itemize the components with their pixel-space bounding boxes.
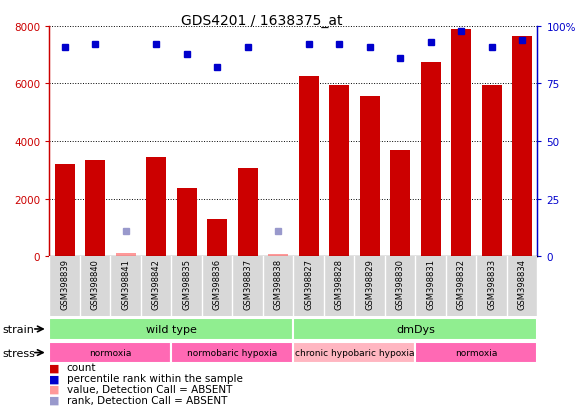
Text: chronic hypobaric hypoxia: chronic hypobaric hypoxia: [295, 348, 414, 357]
Text: normoxia: normoxia: [89, 348, 131, 357]
Text: strain: strain: [3, 324, 35, 334]
Text: GSM398829: GSM398829: [365, 258, 374, 309]
Text: GSM398839: GSM398839: [60, 258, 69, 309]
Bar: [177, 188, 196, 256]
Bar: [85, 160, 105, 256]
Bar: [268, 254, 288, 256]
Bar: [49, 318, 293, 340]
Text: GSM398836: GSM398836: [213, 258, 221, 309]
Text: GSM398833: GSM398833: [487, 258, 496, 309]
Text: GSM398831: GSM398831: [426, 258, 435, 309]
Text: GSM398837: GSM398837: [243, 258, 252, 309]
Bar: [299, 77, 318, 256]
Text: dmDys: dmDys: [396, 324, 435, 334]
Bar: [293, 342, 415, 363]
Text: ■: ■: [49, 373, 60, 383]
Text: GDS4201 / 1638375_at: GDS4201 / 1638375_at: [181, 14, 342, 28]
Bar: [482, 85, 501, 256]
Text: stress: stress: [3, 348, 36, 358]
Text: GSM398828: GSM398828: [335, 258, 343, 309]
Bar: [55, 165, 74, 256]
Bar: [207, 220, 227, 256]
Bar: [171, 342, 293, 363]
Text: ■: ■: [49, 395, 60, 405]
Text: ■: ■: [49, 384, 60, 394]
Bar: [238, 169, 257, 256]
Bar: [415, 342, 537, 363]
Text: count: count: [67, 363, 96, 373]
Bar: [421, 63, 440, 256]
Text: GSM398827: GSM398827: [304, 258, 313, 309]
Text: GSM398842: GSM398842: [152, 258, 160, 309]
Bar: [512, 37, 532, 256]
Text: GSM398830: GSM398830: [396, 258, 404, 309]
Text: GSM398832: GSM398832: [457, 258, 465, 309]
Text: value, Detection Call = ABSENT: value, Detection Call = ABSENT: [67, 384, 232, 394]
Text: GSM398838: GSM398838: [274, 258, 282, 309]
Text: percentile rank within the sample: percentile rank within the sample: [67, 373, 243, 383]
Bar: [49, 342, 171, 363]
Text: GSM398840: GSM398840: [91, 258, 99, 309]
Bar: [390, 150, 410, 256]
Bar: [329, 85, 349, 256]
Bar: [116, 254, 135, 256]
Text: GSM398841: GSM398841: [121, 258, 130, 309]
Text: rank, Detection Call = ABSENT: rank, Detection Call = ABSENT: [67, 395, 227, 405]
Bar: [451, 30, 471, 256]
Text: normoxia: normoxia: [456, 348, 497, 357]
Text: normobaric hypoxia: normobaric hypoxia: [187, 348, 278, 357]
Text: GSM398834: GSM398834: [518, 258, 526, 309]
Text: ■: ■: [49, 363, 60, 373]
Bar: [360, 97, 379, 256]
Bar: [146, 157, 166, 256]
Text: GSM398835: GSM398835: [182, 258, 191, 309]
Bar: [293, 318, 537, 340]
Text: wild type: wild type: [146, 324, 197, 334]
